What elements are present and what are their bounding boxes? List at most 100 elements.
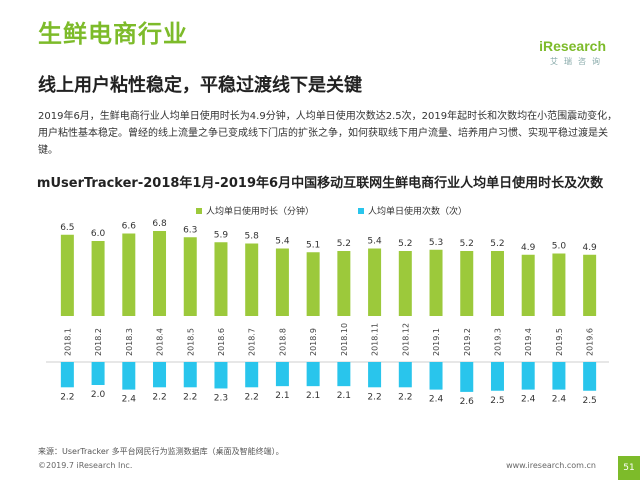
duration-label: 5.2 (490, 239, 504, 249)
duration-bar (460, 251, 474, 316)
duration-bar (214, 242, 228, 316)
times-label: 2.2 (152, 392, 166, 402)
duration-label: 6.5 (60, 223, 74, 233)
duration-bar (398, 251, 412, 316)
times-bar (60, 362, 74, 388)
times-bar (183, 362, 197, 388)
page-number: 51 (618, 456, 640, 480)
times-label: 2.5 (490, 396, 504, 406)
duration-bar (153, 231, 167, 316)
legend-times-swatch (358, 207, 364, 214)
website: www.iresearch.com.cn (506, 461, 596, 470)
duration-label: 5.1 (306, 240, 320, 250)
legend-times-label: 人均单日使用次数（次） (368, 207, 468, 217)
duration-label: 5.2 (398, 239, 412, 249)
times-label: 2.2 (367, 392, 381, 402)
times-label: 2.5 (582, 396, 596, 406)
category-label: 2018.9 (309, 328, 318, 356)
duration-bar (60, 234, 74, 316)
legend-duration-swatch (196, 207, 202, 214)
duration-label: 5.2 (337, 239, 351, 249)
page-title: 生鲜电商行业 (38, 20, 188, 48)
category-label: 2018.2 (94, 328, 103, 356)
duration-bar (183, 237, 197, 316)
times-label: 2.4 (521, 395, 536, 405)
times-bar (521, 362, 535, 390)
category-label: 2018.10 (340, 323, 349, 356)
legend-times: 人均单日使用次数（次） (358, 204, 467, 217)
category-label: 2019.1 (432, 328, 441, 356)
times-label: 2.6 (460, 397, 475, 407)
logo-subtext: 艾瑞咨询 (550, 57, 606, 66)
times-label: 2.2 (60, 392, 74, 402)
times-bar (429, 362, 443, 390)
category-label: 2018.4 (156, 328, 165, 356)
duration-label: 5.0 (552, 242, 567, 252)
times-bar (490, 362, 504, 391)
times-bar (275, 362, 289, 387)
copyright: ©2019.7 iResearch Inc. (38, 461, 133, 470)
duration-bar (245, 243, 259, 316)
category-label: 2018.5 (186, 328, 195, 356)
times-bar (552, 362, 566, 390)
duration-bar (429, 249, 443, 316)
duration-label: 4.9 (582, 243, 597, 253)
category-label: 2019.6 (586, 328, 595, 356)
category-label: 2018.12 (401, 323, 410, 356)
times-bar (460, 362, 474, 392)
times-label: 2.1 (337, 391, 351, 401)
times-label: 2.4 (122, 395, 137, 405)
times-label: 2.4 (429, 395, 444, 405)
category-label: 2019.2 (463, 328, 472, 356)
duration-label: 6.6 (122, 222, 137, 232)
legend-duration: 人均单日使用时长（分钟） (196, 204, 314, 217)
times-label: 2.3 (214, 393, 228, 403)
times-label: 2.4 (552, 395, 567, 405)
category-label: 2019.4 (524, 328, 533, 356)
iresearch-logo: iResearch 艾瑞咨询 (539, 38, 606, 67)
duration-label: 5.2 (460, 239, 474, 249)
source-note: 来源：UserTracker 多平台网民行为监测数据库（桌面及智能终端）。 (38, 447, 284, 456)
times-bar (583, 362, 597, 391)
times-bar (214, 362, 228, 389)
duration-label: 6.0 (91, 229, 106, 239)
times-label: 2.0 (91, 390, 106, 400)
page-subtitle: 线上用户粘性稳定，平稳过渡线下是关键 (38, 75, 362, 96)
duration-label: 5.4 (275, 237, 290, 247)
legend-duration-label: 人均单日使用时长（分钟） (206, 207, 315, 217)
duration-bar (552, 253, 566, 316)
times-bar (91, 362, 105, 385)
duration-label: 5.8 (245, 232, 260, 242)
times-label: 2.2 (245, 392, 259, 402)
times-label: 2.1 (275, 391, 289, 401)
duration-label: 5.4 (367, 237, 382, 247)
category-label: 2018.7 (248, 328, 257, 356)
category-label: 2018.3 (125, 328, 134, 356)
duration-label: 6.8 (152, 219, 167, 229)
category-label: 2018.1 (63, 328, 72, 356)
times-bar (337, 362, 351, 387)
category-label: 2018.8 (278, 328, 287, 356)
times-bar (245, 362, 259, 388)
times-label: 2.1 (306, 391, 320, 401)
times-label: 2.2 (398, 392, 412, 402)
category-label: 2019.3 (493, 328, 502, 356)
logo-text: iResearch (539, 38, 606, 54)
intro-paragraph: 2019年6月，生鲜电商行业人均单日使用时长为4.9分钟，人均单日使用次数达2.… (38, 111, 618, 156)
duration-bar (583, 254, 597, 316)
duration-label: 6.3 (183, 225, 197, 235)
times-bar (306, 362, 320, 387)
category-label: 2019.5 (555, 328, 564, 356)
times-bar (122, 362, 136, 390)
category-label: 2018.6 (217, 328, 226, 356)
duration-bar (91, 241, 105, 316)
duration-bar (306, 252, 320, 316)
duration-label: 5.3 (429, 238, 443, 248)
times-bar (368, 362, 382, 388)
duration-label: 5.9 (214, 230, 229, 240)
duration-bar (122, 233, 136, 316)
times-label: 2.2 (183, 392, 197, 402)
duration-bar (521, 254, 535, 316)
duration-bar (337, 251, 351, 316)
